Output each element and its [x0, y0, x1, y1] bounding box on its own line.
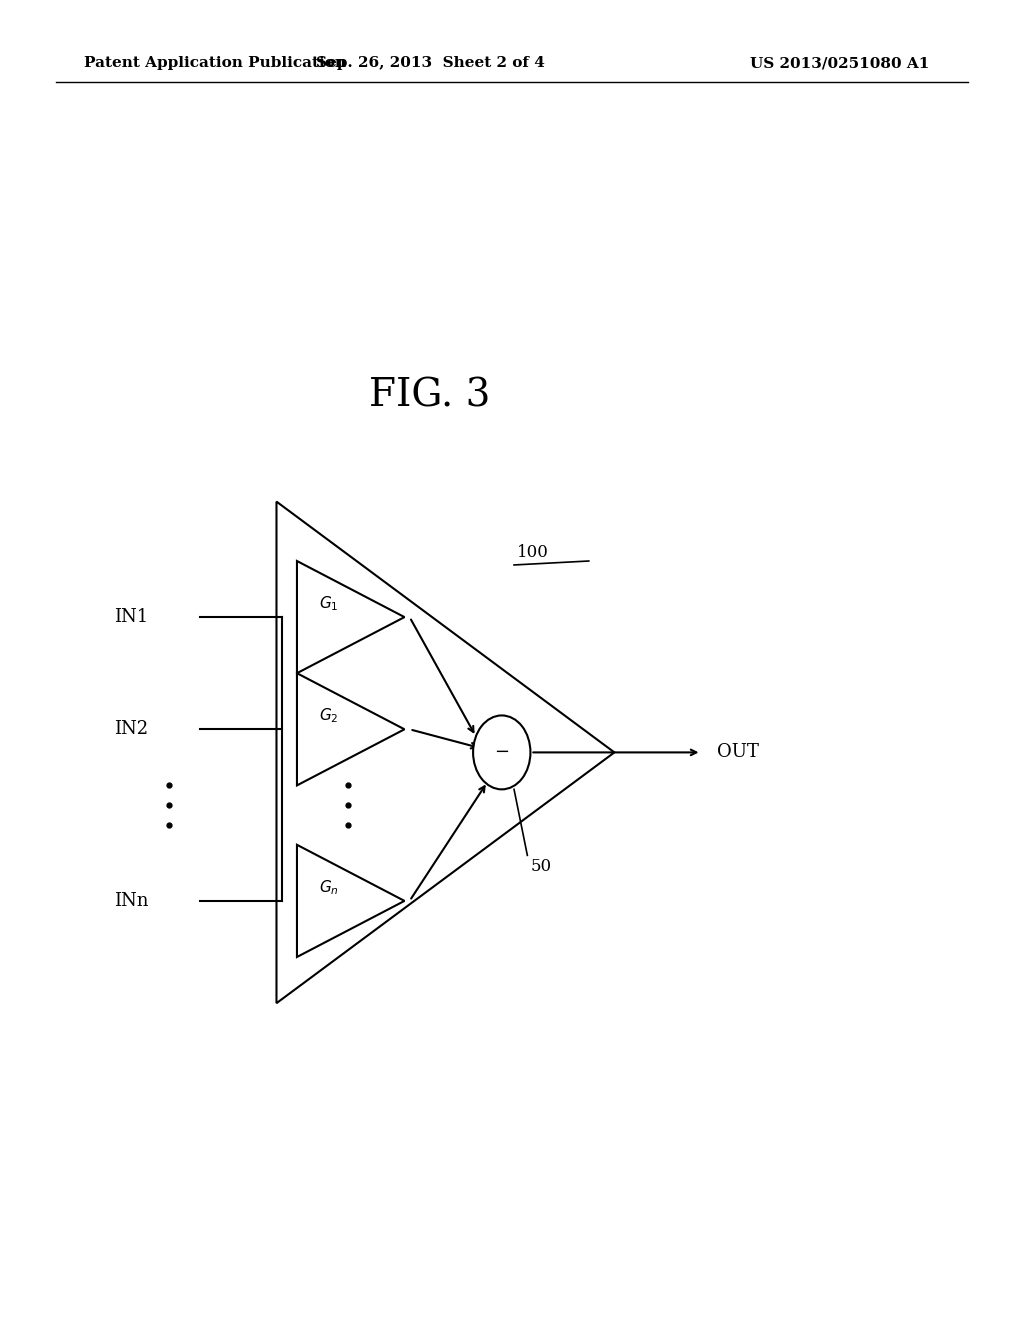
Text: IN1: IN1	[115, 609, 148, 626]
Circle shape	[473, 715, 530, 789]
Text: 50: 50	[530, 858, 552, 875]
Text: $G_1$: $G_1$	[319, 594, 339, 614]
Text: US 2013/0251080 A1: US 2013/0251080 A1	[750, 57, 930, 70]
Text: Sep. 26, 2013  Sheet 2 of 4: Sep. 26, 2013 Sheet 2 of 4	[315, 57, 545, 70]
Text: $G_n$: $G_n$	[319, 878, 339, 898]
Text: OUT: OUT	[717, 743, 759, 762]
Text: $G_2$: $G_2$	[319, 706, 339, 726]
Text: INn: INn	[114, 892, 148, 909]
Text: 100: 100	[517, 544, 549, 561]
Text: Patent Application Publication: Patent Application Publication	[84, 57, 346, 70]
Text: FIG. 3: FIG. 3	[370, 378, 490, 414]
Text: IN2: IN2	[115, 721, 148, 738]
Text: −: −	[495, 743, 509, 762]
